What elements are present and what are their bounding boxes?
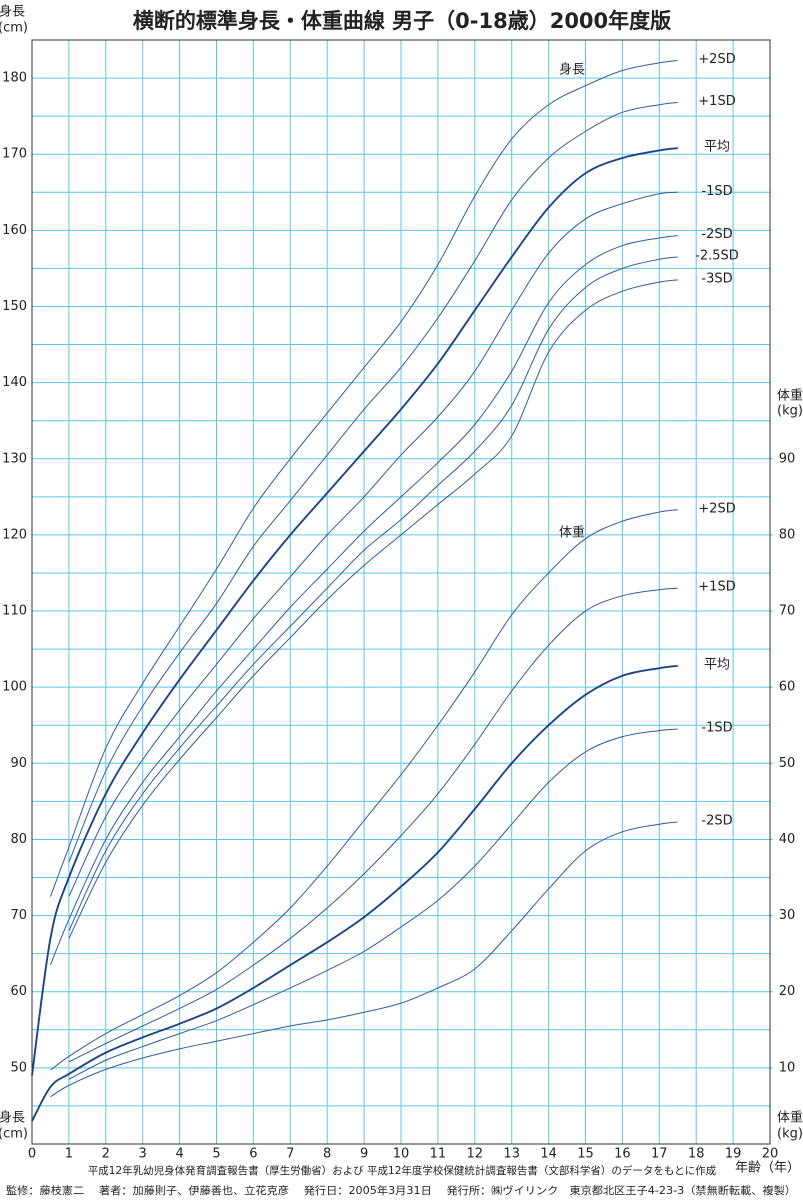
x-tick-label: 12 [467, 1147, 484, 1162]
x-tick-label: 19 [725, 1147, 742, 1162]
series-label: +1SD [698, 94, 735, 109]
y2-axis-unit: (kg) [777, 404, 803, 419]
y-tick-label: 140 [2, 375, 27, 390]
x-tick-label: 3 [139, 1147, 147, 1162]
y2-axis-label: 体重 [777, 388, 803, 404]
x-tick-label: 8 [323, 1147, 331, 1162]
x-axis-label: 年齢（年） [735, 1161, 800, 1176]
curve [68, 101, 678, 863]
curve [50, 821, 678, 1098]
series-label: 平均 [704, 657, 730, 672]
x-tick-label: 5 [212, 1147, 220, 1162]
series-label: 平均 [704, 140, 730, 155]
x-tick-label: 16 [614, 1147, 631, 1162]
y-tick-label: 100 [2, 680, 27, 695]
y2-tick-label: 50 [779, 756, 796, 771]
x-tick-label: 17 [651, 1147, 668, 1162]
y-axis-unit: (cm) [0, 1127, 28, 1142]
x-tick-label: 11 [430, 1147, 447, 1162]
x-tick-label: 10 [393, 1147, 410, 1162]
y2-axis-unit: (kg) [777, 1127, 803, 1142]
y-tick-label: 90 [10, 756, 27, 771]
annotation: 体重 [559, 525, 585, 541]
note: 監修：藤枝憲二 著者：加藤則子、伊藤善也、立花克彦 発行日：2005年3月31日… [6, 1184, 796, 1197]
y2-tick-label: 20 [779, 984, 796, 999]
x-tick-label: 9 [360, 1147, 368, 1162]
series-label: -3SD [701, 271, 732, 286]
y2-axis-label: 体重 [777, 1110, 803, 1126]
x-tick-label: 1 [65, 1147, 73, 1162]
x-tick-label: 20 [762, 1147, 779, 1162]
curve [49, 235, 678, 966]
x-tick-label: 6 [249, 1147, 257, 1162]
series-label: -2.5SD [695, 248, 739, 263]
curve [50, 509, 678, 1071]
series-label: +2SD [698, 501, 735, 516]
curve [68, 256, 678, 932]
y-tick-label: 110 [2, 604, 27, 619]
series-label: -2SD [701, 813, 732, 828]
curve [31, 664, 678, 1122]
series-label: +2SD [698, 52, 735, 67]
y-tick-label: 130 [2, 451, 27, 466]
curve [49, 60, 678, 897]
series-label: -1SD [701, 184, 732, 199]
x-tick-label: 0 [28, 1147, 36, 1162]
y2-tick-label: 30 [779, 908, 796, 923]
y-tick-label: 50 [10, 1060, 27, 1075]
y2-tick-label: 90 [779, 451, 796, 466]
series-label: -1SD [701, 721, 732, 736]
curve [68, 728, 678, 1080]
y2-tick-label: 10 [779, 1060, 796, 1075]
x-tick-label: 14 [540, 1147, 557, 1162]
x-tick-label: 4 [175, 1147, 183, 1162]
y-tick-label: 180 [2, 71, 27, 86]
x-tick-label: 18 [688, 1147, 705, 1162]
y2-tick-label: 70 [779, 604, 796, 619]
y-tick-label: 70 [10, 908, 27, 923]
y2-tick-label: 80 [779, 527, 796, 542]
x-tick-label: 15 [577, 1147, 594, 1162]
x-tick-label: 7 [286, 1147, 294, 1162]
x-tick-label: 2 [102, 1147, 110, 1162]
y-tick-label: 120 [2, 527, 27, 542]
curve [68, 191, 678, 897]
chart-title: 横断的標準身長・体重曲線 男子（0-18歳）2000年度版 [133, 9, 671, 33]
y-tick-label: 170 [2, 147, 27, 162]
y-tick-label: 60 [10, 984, 27, 999]
y-tick-label: 150 [2, 299, 27, 314]
x-tick-label: 13 [503, 1147, 520, 1162]
plot-border [31, 39, 771, 1145]
y-axis-label: 身長 [0, 4, 25, 20]
note: 平成12年乳幼児身体発育調査報告書（厚生労働省）および 平成12年度学校保健統計… [88, 1164, 717, 1177]
y2-tick-label: 40 [779, 832, 796, 847]
y-axis-unit: (cm) [0, 21, 28, 36]
y-axis-label: 身長 [0, 1110, 25, 1126]
curve [68, 587, 678, 1063]
annotation: 身長 [559, 62, 585, 78]
series-label: +1SD [698, 580, 735, 595]
curve [68, 279, 678, 939]
y-tick-label: 160 [2, 223, 27, 238]
curve [31, 147, 678, 1076]
y2-tick-label: 60 [779, 680, 796, 695]
y-tick-label: 80 [10, 832, 27, 847]
series-label: -2SD [701, 227, 732, 242]
